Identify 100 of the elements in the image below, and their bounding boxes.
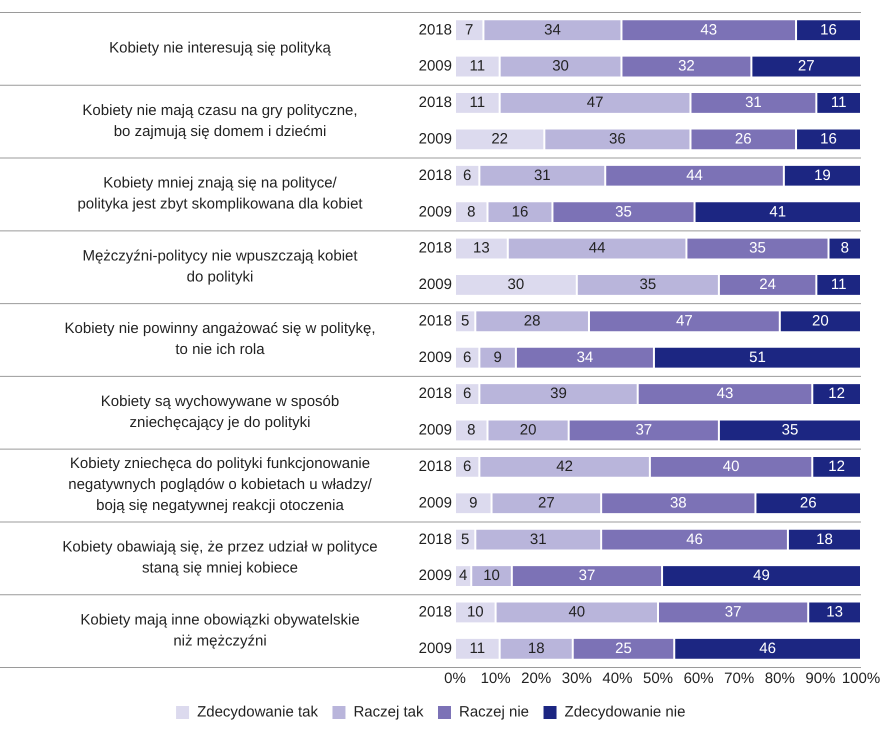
data-label: 11 bbox=[830, 276, 846, 294]
y-tick-label: 2009 bbox=[418, 422, 452, 439]
y-tick-label: 2018 bbox=[418, 94, 452, 112]
y-tick-label: 2009 bbox=[418, 58, 452, 75]
data-label: 26 bbox=[800, 494, 817, 512]
data-label: 11 bbox=[830, 94, 846, 112]
data-label: 49 bbox=[753, 567, 770, 584]
data-label: 7 bbox=[465, 21, 474, 38]
x-tick-label: 30% bbox=[562, 670, 592, 688]
data-label: 9 bbox=[493, 348, 502, 366]
y-tick-label: 2018 bbox=[418, 240, 452, 257]
data-label: 41 bbox=[769, 203, 786, 220]
data-label: 43 bbox=[700, 21, 718, 38]
data-label: 24 bbox=[759, 276, 776, 294]
data-label: 5 bbox=[460, 530, 470, 548]
x-tick-label: 70% bbox=[724, 670, 754, 688]
data-label: 25 bbox=[615, 640, 632, 657]
data-label: 10 bbox=[466, 604, 484, 621]
data-label: 40 bbox=[722, 458, 740, 475]
data-label: 37 bbox=[724, 604, 742, 621]
data-label: 12 bbox=[828, 385, 845, 402]
data-label: 27 bbox=[798, 58, 815, 75]
text: Kobiety obawiają się, że przez udział w polityce staną się mniej kobiece bbox=[62, 538, 378, 576]
data-label: 32 bbox=[678, 58, 695, 75]
data-label: 18 bbox=[816, 530, 833, 548]
data-label: 8 bbox=[840, 240, 849, 257]
text: Kobiety zniechęca do polityki funkcjonowanie negatywnych poglądów o kobietach u władzy/ boją się negatywnej reakcji otoczenia bbox=[68, 455, 373, 514]
data-label: 5 bbox=[460, 312, 470, 330]
data-label: 35 bbox=[615, 203, 632, 220]
data-label: 31 bbox=[530, 530, 547, 548]
data-label: 34 bbox=[544, 21, 561, 38]
data-label: 37 bbox=[578, 567, 596, 584]
y-tick-label: 2018 bbox=[418, 604, 452, 621]
y-tick-label: 2018 bbox=[418, 166, 452, 184]
data-label: 40 bbox=[568, 604, 586, 621]
data-label: 30 bbox=[552, 58, 569, 75]
y-tick-label: 2009 bbox=[418, 276, 452, 294]
data-label: 18 bbox=[528, 640, 545, 657]
text: Kobiety nie mają czasu na gry polityczne, bo zajmują się domem i dziećmi bbox=[82, 102, 358, 140]
x-tick-label: 80% bbox=[764, 670, 795, 688]
legend-label: Zdecydowanie nie bbox=[564, 704, 686, 721]
data-label: 11 bbox=[470, 58, 486, 75]
x-tick-label: 0% bbox=[444, 670, 466, 688]
data-label: 19 bbox=[814, 166, 831, 184]
data-label: 28 bbox=[524, 312, 540, 330]
data-label: 27 bbox=[538, 494, 555, 512]
data-label: 34 bbox=[576, 348, 594, 366]
text: Kobiety mają inne obowiązki obywatelskie niż mężczyźni bbox=[80, 611, 360, 650]
data-label: 9 bbox=[469, 494, 478, 512]
data-label: 43 bbox=[716, 385, 734, 402]
text: Kobiety nie interesują się polityką bbox=[109, 40, 332, 57]
data-label: 20 bbox=[812, 312, 829, 330]
x-tick-label: 50% bbox=[642, 670, 674, 688]
data-label: 16 bbox=[820, 130, 837, 148]
data-label: 46 bbox=[759, 640, 776, 657]
data-label: 31 bbox=[745, 94, 762, 112]
y-tick-label: 2018 bbox=[418, 385, 452, 402]
data-label: 46 bbox=[686, 530, 703, 548]
text: Kobiety nie powinny angażować się w politykę, to nie ich rola bbox=[64, 320, 376, 358]
text: Mężczyźni-politycy nie wpuszczają kobiet do polityki bbox=[82, 247, 358, 286]
x-tick-label: 10% bbox=[480, 670, 511, 688]
data-label: 10 bbox=[483, 567, 500, 584]
data-label: 51 bbox=[749, 348, 766, 366]
y-tick-label: 2009 bbox=[418, 494, 452, 512]
y-tick-label: 2009 bbox=[418, 567, 452, 584]
data-label: 13 bbox=[473, 240, 490, 257]
y-tick-label: 2018 bbox=[418, 458, 452, 475]
data-label: 36 bbox=[609, 130, 626, 148]
data-label: 8 bbox=[467, 422, 476, 439]
y-tick-label: 2018 bbox=[418, 312, 452, 330]
data-label: 37 bbox=[635, 422, 652, 439]
data-label: 44 bbox=[588, 240, 606, 257]
data-label: 16 bbox=[512, 203, 528, 220]
data-label: 30 bbox=[508, 276, 524, 294]
data-label: 35 bbox=[782, 422, 798, 439]
x-tick-label: 100% bbox=[842, 670, 880, 688]
data-label: 38 bbox=[670, 494, 687, 512]
y-tick-label: 2009 bbox=[418, 640, 452, 657]
data-label: 42 bbox=[556, 458, 573, 475]
data-label: 31 bbox=[534, 166, 551, 184]
data-label: 4 bbox=[458, 567, 468, 584]
data-label: 39 bbox=[550, 385, 567, 402]
data-label: 6 bbox=[463, 166, 472, 184]
x-tick-label: 20% bbox=[521, 670, 552, 688]
data-label: 47 bbox=[586, 94, 604, 112]
text: Kobiety mniej znają się na polityce/ polityka jest zbyt skomplikowana dla kobiet bbox=[77, 174, 364, 213]
x-tick-label: 60% bbox=[684, 670, 714, 688]
data-label: 6 bbox=[463, 348, 472, 366]
x-tick-label: 90% bbox=[805, 670, 836, 688]
data-label: 13 bbox=[826, 604, 843, 621]
y-tick-label: 2018 bbox=[418, 530, 452, 548]
y-tick-label: 2009 bbox=[418, 203, 452, 220]
y-tick-label: 2009 bbox=[418, 348, 452, 366]
data-label: 26 bbox=[734, 130, 752, 148]
data-label: 35 bbox=[640, 276, 656, 294]
data-label: 22 bbox=[491, 130, 508, 148]
data-label: 44 bbox=[686, 166, 703, 184]
data-label: 47 bbox=[676, 312, 693, 330]
legend-label: Raczej tak bbox=[353, 704, 424, 721]
y-tick-label: 2009 bbox=[418, 130, 452, 148]
